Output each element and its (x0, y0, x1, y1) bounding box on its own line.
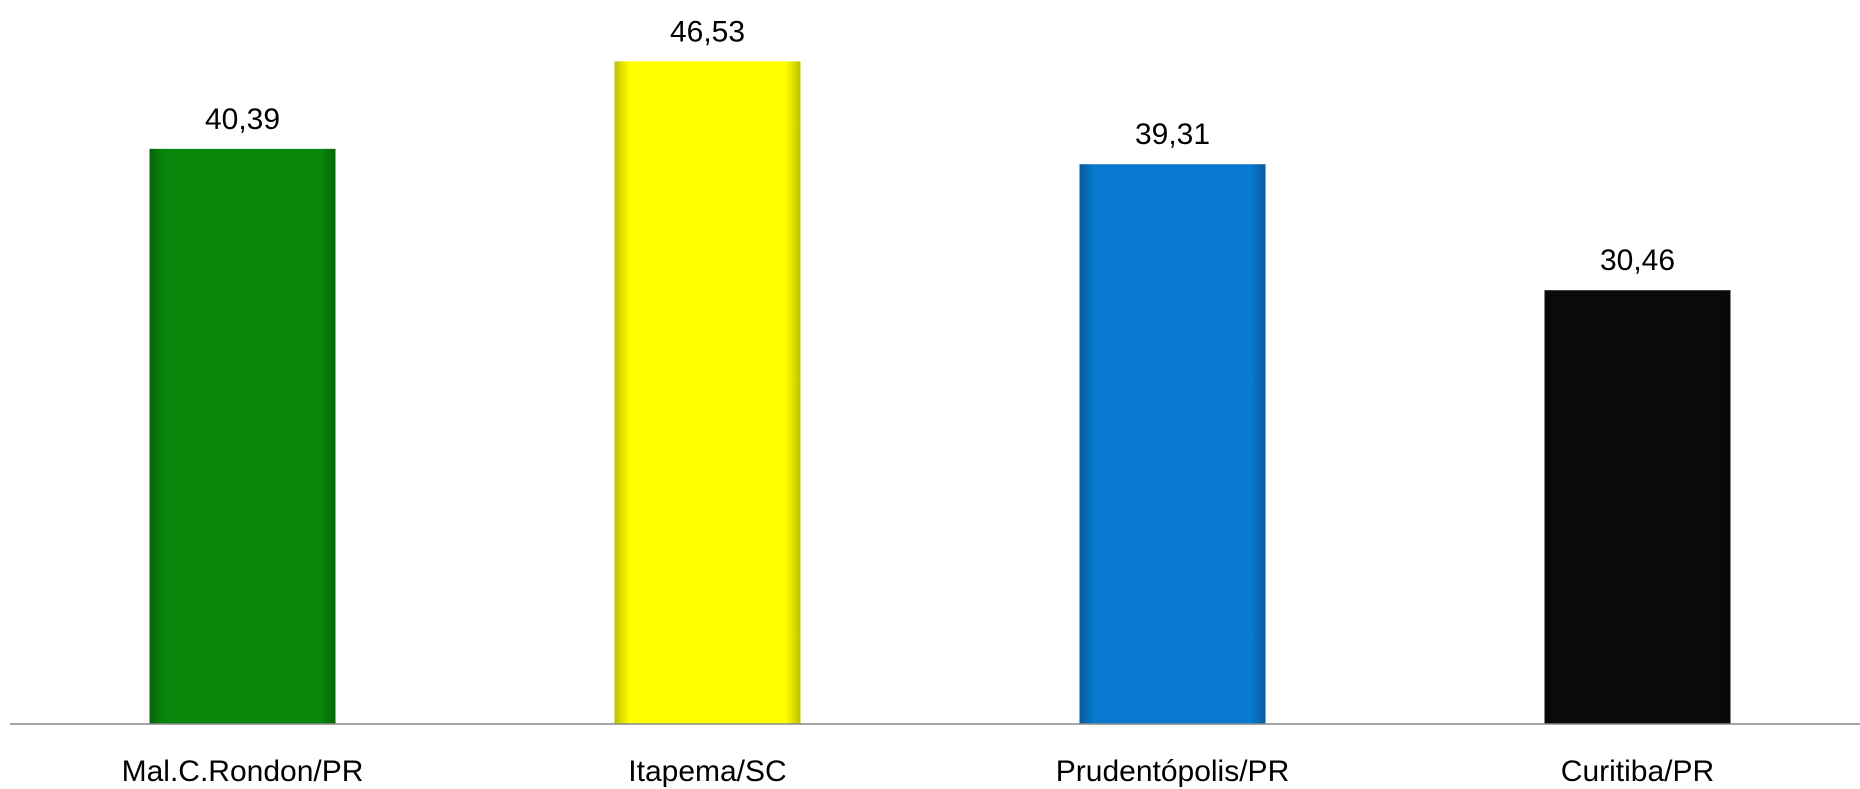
value-label: 30,46 (1600, 244, 1675, 277)
bar (149, 148, 336, 724)
x-tick-label: Prudentópolis/PR (1056, 755, 1289, 788)
value-label: 46,53 (670, 15, 745, 48)
bar (1079, 164, 1266, 725)
value-label: 39,31 (1135, 118, 1210, 151)
x-tick-label: Itapema/SC (628, 755, 786, 788)
bar (614, 61, 801, 725)
x-tick-label: Curitiba/PR (1561, 755, 1714, 788)
value-label: 40,39 (205, 103, 280, 136)
x-tick-label: Mal.C.Rondon/PR (122, 755, 364, 788)
bar (1544, 290, 1731, 724)
